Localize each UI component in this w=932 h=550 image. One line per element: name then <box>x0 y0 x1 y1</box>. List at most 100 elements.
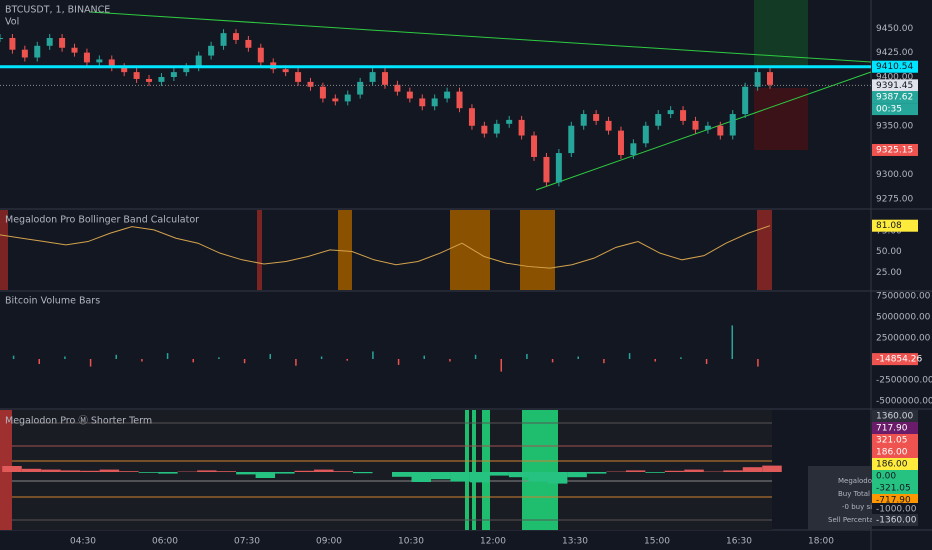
price-tag-bg <box>872 60 918 73</box>
osc-bar <box>547 472 568 484</box>
price-tag-bg <box>872 458 918 470</box>
candle <box>382 72 388 85</box>
y-tick-label: 5000000.00 <box>876 313 931 323</box>
volume-bar <box>757 359 759 367</box>
y-tick-label: 9400.00 <box>876 73 913 83</box>
pane-title: Bitcoin Volume Bars <box>5 296 100 307</box>
candle <box>394 84 401 92</box>
candle <box>332 98 339 102</box>
candle <box>729 114 736 136</box>
x-tick-label: 06:00 <box>152 537 178 547</box>
volume-bar <box>474 354 477 359</box>
osc-bar <box>333 471 354 472</box>
candle <box>34 45 41 58</box>
popup-line: -0 buy sig <box>842 503 877 511</box>
price-tag: -321.05 <box>876 484 911 494</box>
volume-bar <box>166 353 169 359</box>
candle <box>431 98 438 107</box>
osc-bar <box>21 468 42 472</box>
shorter-zones <box>0 410 772 530</box>
candle <box>680 110 687 121</box>
osc-bar <box>119 471 139 472</box>
volume-bar <box>449 359 451 362</box>
x-tick-label: 04:30 <box>70 537 96 547</box>
osc-bar <box>742 467 763 472</box>
osc-bar <box>197 470 217 472</box>
candle <box>419 98 426 107</box>
candle <box>630 143 637 155</box>
price-tag: 186.00 <box>876 460 908 470</box>
shorter-levels <box>12 422 772 521</box>
price-tag-bg <box>872 79 918 92</box>
price-tag: 717.90 <box>876 424 908 434</box>
price-tag-bg <box>872 446 918 458</box>
osc-bar <box>469 472 490 483</box>
volume-bar <box>372 351 374 359</box>
volume-bar <box>423 355 425 359</box>
osc-bar <box>216 471 237 472</box>
price-tag: 9387.62 <box>876 93 913 103</box>
volume-bar <box>731 325 733 359</box>
price-tag: -1000.00 <box>876 505 917 515</box>
volume-bar <box>500 359 502 372</box>
osc-bar <box>567 472 587 478</box>
osc-bar <box>255 472 276 478</box>
candle <box>481 125 488 134</box>
candle <box>692 120 699 130</box>
candle <box>493 123 500 134</box>
candle <box>767 72 773 85</box>
price-tag: 0.00 <box>876 472 896 482</box>
volume-bar <box>680 357 682 359</box>
volume-bar <box>705 359 708 365</box>
y-tick-label: -5000000.00 <box>876 397 932 407</box>
price-tag: -14854.26 <box>876 355 922 365</box>
osc-bar <box>411 472 431 482</box>
candle <box>319 86 326 99</box>
volume-bar <box>12 355 15 359</box>
y-tick-label: 7500000.00 <box>876 292 931 302</box>
volume-bar <box>603 359 605 364</box>
candle <box>704 125 711 130</box>
osc-bar <box>275 472 295 474</box>
price-tag: 81.08 <box>876 221 902 231</box>
candle <box>543 156 550 183</box>
bb-zones <box>0 210 772 290</box>
candle <box>468 108 475 126</box>
candle <box>282 69 289 73</box>
price-tag-bg <box>872 353 918 366</box>
volume-bar <box>269 353 271 359</box>
osc-bar <box>625 470 646 472</box>
price-tag: 00:35 <box>876 105 902 115</box>
x-tick-label: 16:30 <box>726 537 752 547</box>
osc-bar <box>2 466 22 472</box>
symbol: BTCUSDT, 1, BINANCE <box>5 5 110 16</box>
osc-bar <box>528 472 548 482</box>
price-tag: 321.05 <box>876 436 908 446</box>
vol-label: Vol <box>5 17 19 28</box>
y-tick-label: 25.00 <box>876 268 902 278</box>
volume-bar <box>654 359 656 362</box>
trend-line <box>89 11 872 63</box>
y-tick-label: 2500000.00 <box>876 334 931 344</box>
popup: Megalodon Signa Buy Total S -0 buy sig S… <box>808 466 898 530</box>
candle <box>406 91 413 99</box>
osc-bar <box>684 469 704 472</box>
osc-bar <box>99 469 120 472</box>
candle <box>170 72 177 77</box>
x-tick-label: 07:30 <box>234 537 260 547</box>
candle <box>456 91 463 109</box>
osc-bar <box>314 469 334 472</box>
candle <box>146 78 153 82</box>
candle <box>257 47 264 63</box>
candle <box>307 81 314 87</box>
popup-line: Buy Total S <box>838 490 877 498</box>
pane-title: Megalodon Pro Ⓜ Shorter Term <box>5 416 152 427</box>
trend-line <box>535 71 872 191</box>
candle <box>83 52 90 63</box>
price-tag: -717.90 <box>876 496 911 506</box>
osc-bar <box>158 472 178 474</box>
volume-bar <box>38 359 40 365</box>
candle <box>531 135 538 157</box>
candle <box>518 119 525 136</box>
